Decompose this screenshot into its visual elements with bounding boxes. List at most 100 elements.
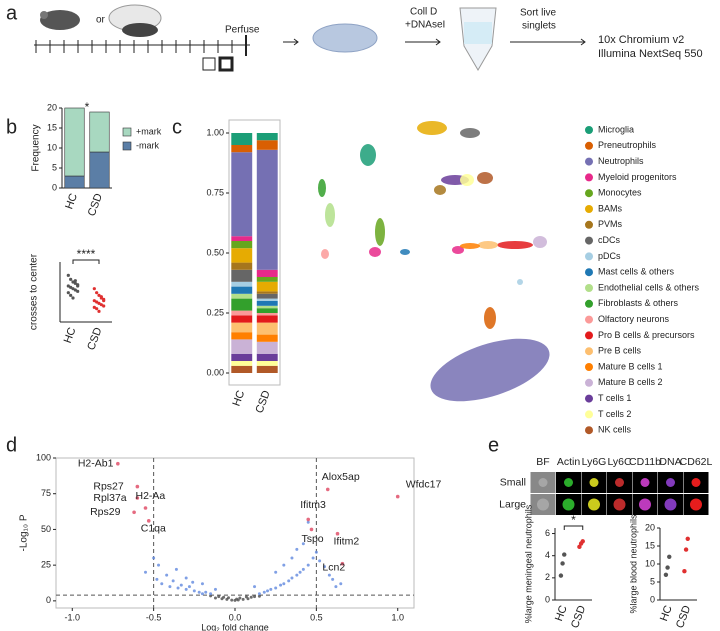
- gene-label: Rps27: [93, 480, 124, 492]
- gene-label: H2-Aa: [136, 490, 166, 502]
- legend-label: Preneutrophils: [598, 140, 657, 150]
- bar-segment: [231, 361, 253, 366]
- mouse-icon: [40, 10, 80, 30]
- legend-swatch: [585, 173, 593, 182]
- y-tick-label: 10: [47, 142, 57, 152]
- gene-label: Ifitm2: [334, 535, 360, 547]
- data-point: [213, 587, 217, 591]
- data-point: [253, 585, 257, 589]
- significance: *: [85, 100, 90, 114]
- tube-liquid: [464, 22, 492, 44]
- legend-label: Neutrophils: [598, 156, 644, 166]
- panel-label: b: [6, 116, 17, 138]
- gene-label: Rpl37a: [93, 492, 126, 504]
- x-tick-label: HC: [62, 326, 79, 345]
- umap-cluster: [417, 121, 447, 135]
- cell-signal: [538, 478, 548, 487]
- x-tick-label: CSD: [85, 326, 104, 352]
- y-tick-label: 0.50: [206, 247, 224, 257]
- legend-label: pDCs: [598, 251, 621, 261]
- y-tick-label: 10: [645, 558, 655, 568]
- data-point: [230, 598, 234, 602]
- bar-segment: [256, 365, 278, 373]
- cell-signal: [666, 478, 675, 487]
- bar-segment: [256, 313, 278, 316]
- legend-label: Pre B cells: [598, 346, 642, 356]
- y-tick-label: 50: [41, 524, 51, 534]
- data-point: [287, 579, 291, 583]
- y-tick-label: 0.00: [206, 367, 224, 377]
- umap-cluster: [484, 307, 496, 329]
- channel-label: Ly6G: [582, 456, 607, 468]
- y-axis-label: Frequency: [31, 124, 42, 171]
- cell-signal: [588, 498, 600, 511]
- data-point: [144, 570, 147, 574]
- umap-cluster: [477, 172, 493, 184]
- data-point: [135, 484, 140, 489]
- data-point: [157, 563, 161, 567]
- gene-label: Rps29: [90, 506, 121, 518]
- y-tick-label: 75: [41, 488, 51, 498]
- panel-label: e: [488, 434, 499, 456]
- data-point: [184, 587, 188, 591]
- data-point: [71, 280, 75, 284]
- umap-cluster: [400, 249, 410, 255]
- x-tick-label: HC: [553, 604, 570, 623]
- data-point: [69, 285, 73, 289]
- bar-segment: [231, 133, 253, 145]
- cell-signal: [564, 478, 573, 487]
- data-point: [235, 597, 239, 601]
- bar-segment: [89, 111, 110, 153]
- gene-label: C1qa: [141, 523, 166, 535]
- bar-segment: [256, 291, 278, 294]
- bar-segment: [231, 365, 253, 373]
- legend-label: +mark: [136, 126, 162, 136]
- bar-segment: [231, 332, 253, 340]
- legend-swatch: [585, 205, 593, 213]
- y-tick-label: 0.75: [206, 187, 224, 197]
- y-axis-label: %large blood neutrophils: [628, 514, 638, 614]
- y-tick-label: 15: [47, 122, 57, 132]
- data-point: [274, 570, 278, 574]
- bar-segment: [256, 133, 278, 141]
- arrow: [510, 38, 586, 46]
- sort-label: Sort live: [520, 8, 557, 19]
- bar-segment: [256, 334, 278, 342]
- data-point: [335, 531, 340, 536]
- legend-swatch: [585, 426, 593, 435]
- umap-cluster: [460, 243, 480, 249]
- cell-signal: [664, 498, 677, 511]
- data-point: [209, 594, 213, 598]
- data-point: [298, 570, 302, 574]
- gene-label: H2-Ab1: [78, 457, 114, 469]
- row-label: Small: [500, 476, 526, 488]
- bar-segment: [256, 293, 278, 299]
- data-point: [192, 589, 196, 593]
- data-point: [92, 299, 96, 303]
- data-point: [95, 307, 99, 311]
- bar-segment: [231, 315, 253, 323]
- umap-cluster: [497, 241, 533, 249]
- legend-swatch: [585, 252, 593, 261]
- legend-label: Mature B cells 2: [598, 377, 663, 387]
- data-point: [226, 596, 230, 600]
- legend-swatch: [585, 331, 593, 340]
- data-point: [66, 291, 70, 295]
- sequencing-label: Illumina NextSeq 550: [598, 48, 703, 60]
- bar-segment: [231, 298, 253, 311]
- y-tick-label: 6: [545, 528, 550, 538]
- data-point: [314, 550, 318, 554]
- bar-segment: [256, 281, 278, 292]
- data-point: [290, 576, 294, 580]
- gene-label: Wfdc17: [406, 478, 442, 490]
- data-point: [325, 487, 330, 492]
- data-point: [217, 595, 221, 599]
- bar-segment: [231, 293, 253, 299]
- y-axis-label: %large meningeal neutrophils: [523, 504, 533, 623]
- data-point: [143, 506, 148, 510]
- arrow: [405, 38, 441, 46]
- bar-segment: [231, 145, 253, 153]
- arrow: [283, 38, 299, 46]
- legend-label: Microglia: [598, 124, 634, 134]
